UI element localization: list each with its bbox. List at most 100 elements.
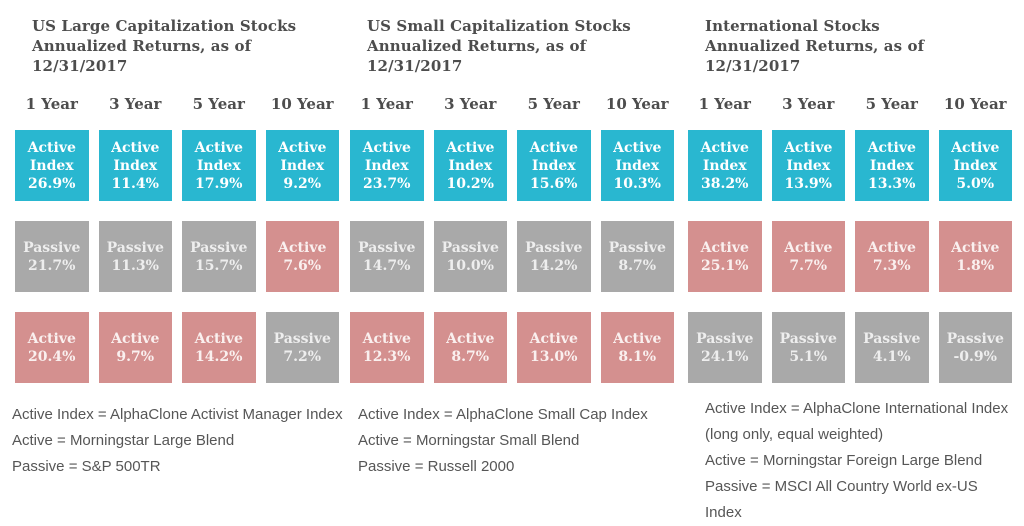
return-cell: Active 7.3%: [855, 221, 929, 292]
cell-value: 8.7%: [618, 257, 657, 274]
return-cell: Passive 14.2%: [517, 221, 591, 292]
panel-international: International Stocks Annualized Returns,…: [688, 0, 1012, 526]
footnote-line: Passive = Russell 2000: [358, 458, 515, 475]
cell-label: Active Index: [27, 139, 76, 174]
cell-value: 7.2%: [283, 348, 322, 365]
year-label-10yr: 10 Year: [943, 95, 1007, 113]
returns-row-3: Active 20.4% Active 9.7% Active 14.2% Passi…: [15, 312, 339, 383]
cell-value: 10.2%: [446, 175, 494, 192]
cell-label: Active: [951, 239, 1000, 256]
return-cell: Passive 5.1%: [771, 312, 845, 383]
footnote-line: Active Index = AlphaClone Activist Manag…: [12, 406, 343, 423]
cell-label: Active Index: [446, 139, 495, 174]
cell-label: Passive: [946, 330, 1004, 347]
cell-value: 21.7%: [28, 257, 76, 274]
returns-row-2: Active 25.1% Active 7.7% Active 7.3% Active…: [688, 221, 1012, 292]
cell-label: Active: [111, 330, 160, 347]
cell-value: 13.3%: [868, 175, 916, 192]
cell-value: 13.9%: [784, 175, 832, 192]
return-cell: Passive 8.7%: [600, 221, 674, 292]
cell-label: Active: [613, 330, 662, 347]
returns-row-2: Passive 14.7% Passive 10.0% Passive 14.2% P…: [350, 221, 674, 292]
panel-title-line2: Annualized Returns, as of 12/31/2017: [367, 37, 587, 75]
returns-row-2: Passive 21.7% Passive 11.3% Passive 15.7% A…: [15, 221, 339, 292]
cell-label: Active Index: [529, 139, 578, 174]
return-cell: Active 13.0%: [517, 312, 591, 383]
footnote-line: Passive = MSCI All Country World ex-US I…: [705, 478, 978, 521]
return-cell: Active 7.6%: [265, 221, 339, 292]
return-cell: Active 8.1%: [600, 312, 674, 383]
cell-value: 9.2%: [283, 175, 322, 192]
footnote-line: Active = Morningstar Small Blend: [358, 432, 580, 449]
cell-value: 23.7%: [363, 175, 411, 192]
cell-value: 9.7%: [116, 348, 155, 365]
cell-value: 14.2%: [195, 348, 243, 365]
footnote-line: Active = Morningstar Large Blend: [12, 432, 235, 449]
year-header-row: 1 Year 3 Year 5 Year 10 Year: [688, 95, 1012, 113]
panel-title-line1: International Stocks: [705, 17, 880, 35]
return-cell: Active Index 10.3%: [600, 130, 674, 201]
year-header-row: 1 Year 3 Year 5 Year 10 Year: [15, 95, 339, 113]
cell-value: 14.2%: [530, 257, 578, 274]
cell-value: 5.1%: [789, 348, 828, 365]
cell-label: Active Index: [278, 139, 327, 174]
panel-title: US Large Capitalization Stocks Annualize…: [32, 16, 339, 76]
return-cell: Active 7.7%: [771, 221, 845, 292]
cell-label: Active: [362, 330, 411, 347]
cell-label: Passive: [273, 330, 331, 347]
return-cell: Passive 7.2%: [265, 312, 339, 383]
cell-value: 12.3%: [363, 348, 411, 365]
cell-value: 4.1%: [872, 348, 911, 365]
panel-us-large-cap: US Large Capitalization Stocks Annualize…: [12, 0, 343, 480]
cell-value: 15.6%: [530, 175, 578, 192]
cell-value: -0.9%: [953, 348, 997, 365]
return-cell: Passive -0.9%: [938, 312, 1012, 383]
return-cell: Passive 10.0%: [433, 221, 507, 292]
cell-label: Passive: [779, 330, 837, 347]
return-cell: Active Index 13.9%: [771, 130, 845, 201]
year-label-10yr: 10 Year: [270, 95, 334, 113]
year-label-1yr: 1 Year: [25, 95, 78, 113]
cell-label: Active Index: [700, 139, 749, 174]
cell-label: Passive: [696, 330, 754, 347]
cell-value: 11.4%: [111, 175, 159, 192]
return-cell: Active Index 13.3%: [855, 130, 929, 201]
legend-footnotes: Active Index = AlphaClone Small Cap Inde…: [358, 402, 698, 480]
cell-label: Passive: [358, 239, 416, 256]
year-header-row: 1 Year 3 Year 5 Year 10 Year: [350, 95, 674, 113]
year-label-1yr: 1 Year: [698, 95, 751, 113]
cell-label: Active: [278, 239, 327, 256]
cell-label: Active Index: [784, 139, 833, 174]
cell-value: 38.2%: [701, 175, 749, 192]
cell-label: Passive: [23, 239, 81, 256]
return-cell: Active Index 11.4%: [98, 130, 172, 201]
cell-label: Active Index: [867, 139, 916, 174]
panel-title-line2: Annualized Returns, as of 12/31/2017: [32, 37, 252, 75]
returns-row-1: Active Index 23.7% Active Index 10.2% Acti…: [350, 130, 674, 201]
return-cell: Active 12.3%: [350, 312, 424, 383]
return-cell: Active Index 26.9%: [15, 130, 89, 201]
return-cell: Active 25.1%: [688, 221, 762, 292]
cell-value: 8.1%: [618, 348, 657, 365]
cell-label: Active: [700, 239, 749, 256]
cell-label: Passive: [441, 239, 499, 256]
footnote-line: Active Index = AlphaClone Small Cap Inde…: [358, 406, 648, 423]
return-cell: Passive 24.1%: [688, 312, 762, 383]
returns-row-3: Passive 24.1% Passive 5.1% Passive 4.1% Pas…: [688, 312, 1012, 383]
year-label-5yr: 5 Year: [192, 95, 245, 113]
cell-label: Passive: [525, 239, 583, 256]
year-label-1yr: 1 Year: [360, 95, 413, 113]
footnote-line: Active = Morningstar Foreign Large Blend: [705, 452, 983, 469]
return-cell: Active Index 10.2%: [433, 130, 507, 201]
cell-label: Active Index: [951, 139, 1000, 174]
legend-footnotes: Active Index = AlphaClone Activist Manag…: [12, 402, 360, 480]
return-cell: Active 9.7%: [98, 312, 172, 383]
cell-value: 5.0%: [956, 175, 995, 192]
return-cell: Passive 15.7%: [182, 221, 256, 292]
return-cell: Active Index 15.6%: [517, 130, 591, 201]
cell-label: Active Index: [194, 139, 243, 174]
cell-label: Active: [867, 239, 916, 256]
footnote-line: Passive = S&P 500TR: [12, 458, 161, 475]
cell-value: 25.1%: [701, 257, 749, 274]
return-cell: Active Index 38.2%: [688, 130, 762, 201]
